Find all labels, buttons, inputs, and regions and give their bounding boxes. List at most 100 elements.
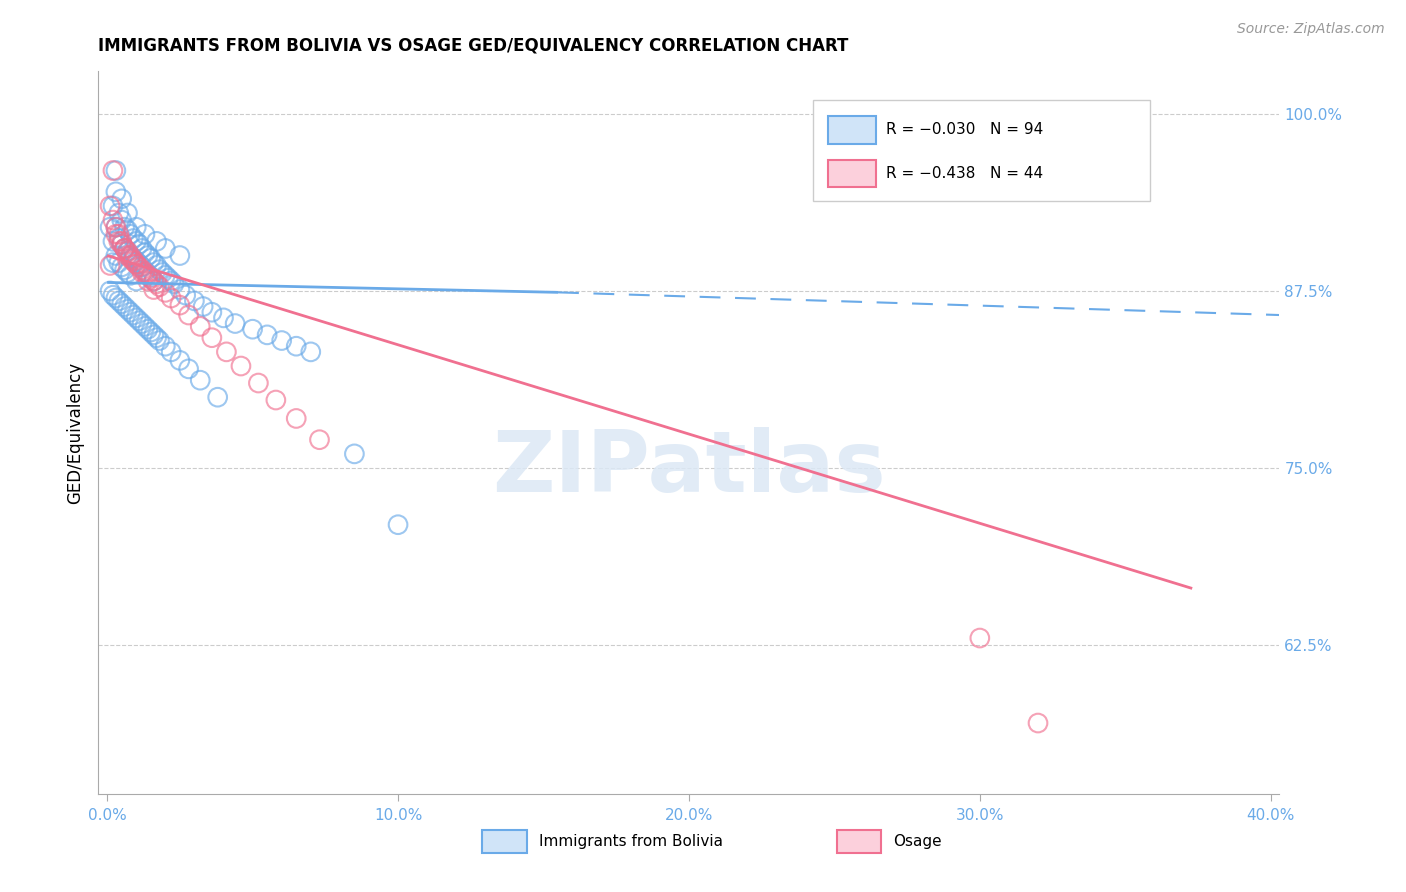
Point xyxy=(264,392,287,407)
Text: R = −0.438   N = 44: R = −0.438 N = 44 xyxy=(886,166,1043,181)
Point xyxy=(125,254,148,268)
Point xyxy=(104,248,127,262)
Point xyxy=(117,223,139,237)
Point xyxy=(169,248,191,262)
Point xyxy=(111,296,134,310)
Point xyxy=(136,267,159,281)
Point xyxy=(142,255,165,269)
Point xyxy=(160,274,183,288)
Point xyxy=(114,262,136,277)
Point xyxy=(142,274,165,288)
Point xyxy=(387,517,409,532)
Point xyxy=(145,235,167,249)
Point xyxy=(120,268,142,283)
Point xyxy=(104,220,127,235)
Point xyxy=(183,293,205,308)
Point xyxy=(101,255,124,269)
Text: R = −0.030   N = 94: R = −0.030 N = 94 xyxy=(886,122,1043,137)
Point xyxy=(114,242,136,256)
Point xyxy=(969,631,991,645)
Point xyxy=(152,266,174,280)
Point xyxy=(98,259,121,273)
Point xyxy=(157,271,180,285)
Point xyxy=(120,227,142,242)
Point xyxy=(160,291,183,305)
Point xyxy=(98,199,121,213)
Point xyxy=(142,274,165,288)
Point xyxy=(139,325,162,339)
Point xyxy=(188,319,211,334)
Point xyxy=(111,213,134,227)
Point xyxy=(224,317,246,331)
Point xyxy=(134,266,156,280)
Point xyxy=(134,245,156,260)
Point xyxy=(1026,716,1049,731)
Point xyxy=(120,252,142,266)
Point xyxy=(139,252,162,266)
Point xyxy=(117,248,139,262)
Point xyxy=(169,353,191,368)
Text: Source: ZipAtlas.com: Source: ZipAtlas.com xyxy=(1237,22,1385,37)
Point xyxy=(134,319,156,334)
Point xyxy=(122,231,145,245)
Point xyxy=(155,242,177,256)
Point xyxy=(128,314,150,328)
Point xyxy=(131,317,153,331)
Point xyxy=(104,163,127,178)
Point xyxy=(131,266,153,280)
Point xyxy=(111,260,134,274)
Point xyxy=(117,206,139,220)
Point xyxy=(111,235,134,249)
Point xyxy=(242,322,264,336)
Point xyxy=(201,331,224,345)
Point xyxy=(122,254,145,268)
Point xyxy=(120,305,142,319)
Point xyxy=(111,237,134,252)
Point xyxy=(101,213,124,227)
Point xyxy=(101,288,124,302)
Text: IMMIGRANTS FROM BOLIVIA VS OSAGE GED/EQUIVALENCY CORRELATION CHART: IMMIGRANTS FROM BOLIVIA VS OSAGE GED/EQU… xyxy=(98,37,849,54)
Point xyxy=(136,268,159,283)
Point xyxy=(98,220,121,235)
Point xyxy=(148,279,170,293)
Point xyxy=(343,447,366,461)
Point xyxy=(125,310,148,325)
Point xyxy=(134,227,156,242)
Point xyxy=(101,199,124,213)
Point xyxy=(122,252,145,266)
FancyBboxPatch shape xyxy=(482,830,527,853)
Point xyxy=(131,260,153,274)
Point xyxy=(145,331,167,345)
Point xyxy=(169,283,191,297)
Text: ZIPatlas: ZIPatlas xyxy=(492,427,886,510)
Point xyxy=(107,293,129,308)
Point xyxy=(111,237,134,252)
Point xyxy=(136,248,159,262)
FancyBboxPatch shape xyxy=(837,830,882,853)
Point xyxy=(114,220,136,235)
Point xyxy=(104,291,127,305)
Point xyxy=(128,260,150,274)
Point xyxy=(125,257,148,271)
Point xyxy=(139,269,162,284)
Point xyxy=(145,277,167,291)
Point xyxy=(308,433,330,447)
Point xyxy=(125,257,148,271)
Point xyxy=(120,248,142,262)
Point xyxy=(247,376,270,390)
Point xyxy=(285,339,308,353)
Point xyxy=(117,266,139,280)
Point xyxy=(191,300,214,314)
Text: Immigrants from Bolivia: Immigrants from Bolivia xyxy=(538,834,723,849)
Point xyxy=(101,235,124,249)
Point xyxy=(136,274,159,288)
Point xyxy=(117,244,139,259)
Point xyxy=(125,274,148,288)
Point xyxy=(174,288,197,302)
Point xyxy=(285,411,308,425)
Point xyxy=(107,255,129,269)
Point xyxy=(148,334,170,348)
Point xyxy=(122,252,145,267)
Point xyxy=(125,220,148,235)
Point xyxy=(229,359,252,373)
